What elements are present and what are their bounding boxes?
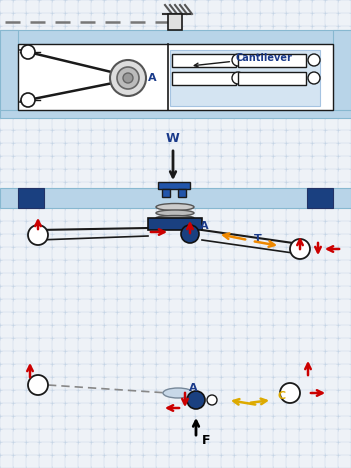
Circle shape (28, 225, 48, 245)
Bar (158, 182, 190, 189)
Bar (238, 54, 306, 67)
Bar (148, 218, 202, 230)
Bar (333, 30, 351, 112)
Bar (18, 44, 333, 110)
Text: Cantilever: Cantilever (194, 53, 292, 67)
Circle shape (280, 383, 300, 403)
Bar (178, 189, 186, 197)
Circle shape (232, 54, 244, 66)
Ellipse shape (163, 388, 193, 398)
Ellipse shape (156, 215, 194, 220)
Text: W: W (166, 132, 180, 145)
Ellipse shape (156, 204, 194, 211)
Bar (0, 30, 18, 112)
Text: F: F (202, 433, 211, 446)
Circle shape (28, 375, 48, 395)
Text: T: T (254, 234, 262, 244)
Bar (0, 188, 351, 208)
Circle shape (117, 67, 139, 89)
Circle shape (308, 54, 320, 66)
Ellipse shape (156, 210, 194, 216)
Bar (172, 72, 236, 85)
Bar (307, 188, 333, 208)
Bar (162, 189, 170, 197)
Circle shape (232, 72, 244, 84)
Circle shape (181, 225, 199, 243)
Circle shape (123, 73, 133, 83)
Circle shape (110, 60, 146, 96)
Circle shape (308, 72, 320, 84)
Circle shape (187, 391, 205, 409)
Circle shape (21, 93, 35, 107)
Text: A: A (189, 383, 197, 393)
Circle shape (207, 395, 217, 405)
Bar (0, 110, 351, 118)
Bar (238, 72, 306, 85)
Text: A: A (148, 73, 157, 83)
Bar (170, 50, 320, 106)
Bar (18, 188, 44, 208)
Circle shape (21, 45, 35, 59)
Text: A: A (200, 221, 208, 231)
Circle shape (290, 239, 310, 259)
Bar (168, 14, 182, 30)
Bar (0, 30, 351, 44)
Bar (172, 54, 236, 67)
Text: C: C (278, 391, 286, 401)
